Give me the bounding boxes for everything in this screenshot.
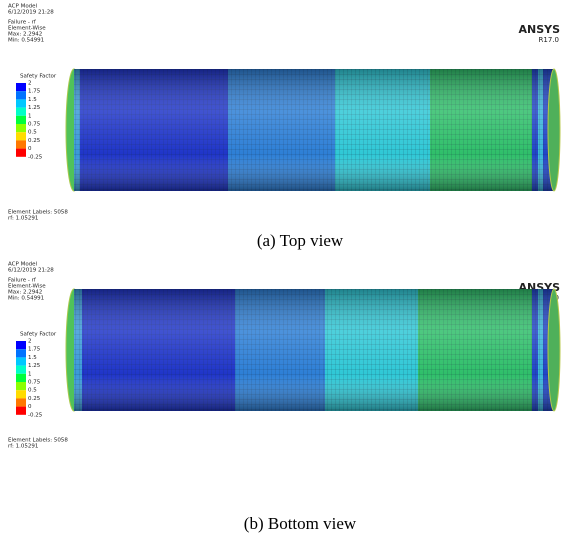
- legend-swatch: [16, 91, 26, 99]
- legend-label: -0.25: [28, 412, 43, 418]
- legend-label: 0.25: [28, 396, 41, 402]
- legend-swatch: [16, 382, 26, 390]
- legend-swatch: [16, 83, 26, 91]
- cylinder-end: [548, 289, 560, 411]
- legend-swatch: [16, 398, 26, 406]
- figure: ACP Model6/12/2019 21:28Failure - rfElem…: [0, 0, 584, 543]
- legend-title: Safety Factor: [20, 74, 57, 80]
- caption: (a) Top view: [257, 231, 344, 250]
- result-info: Min: 0.54991: [8, 296, 44, 302]
- legend-label: 1.75: [28, 89, 41, 95]
- legend-swatch: [16, 116, 26, 124]
- legend-swatch: [16, 108, 26, 116]
- result-info: Min: 0.54991: [8, 38, 44, 44]
- legend-label: 0: [28, 146, 32, 152]
- legend-swatch: [16, 349, 26, 357]
- legend-label: 1: [28, 113, 32, 119]
- legend-label: 0: [28, 404, 32, 410]
- ansys-logo: ANSYS: [518, 23, 560, 36]
- legend-swatch: [16, 124, 26, 132]
- model-info: 6/12/2019 21:28: [8, 268, 54, 274]
- legend-swatch: [16, 390, 26, 398]
- legend-swatch: [16, 140, 26, 148]
- legend-label: 0.5: [28, 130, 37, 136]
- legend-swatch: [16, 341, 26, 349]
- legend-label: 1.25: [28, 363, 41, 369]
- legend-label: 1: [28, 371, 32, 377]
- legend-label: 2: [28, 81, 32, 87]
- legend-swatch: [16, 99, 26, 107]
- legend-label: 1.25: [28, 105, 41, 111]
- shading: [74, 289, 554, 411]
- legend-label: 2: [28, 339, 32, 345]
- legend-swatch: [16, 132, 26, 140]
- legend-swatch: [16, 149, 26, 157]
- legend-swatch: [16, 407, 26, 415]
- footer-info: rf: 1.05291: [8, 216, 38, 222]
- legend-label: 0.25: [28, 138, 41, 144]
- legend-label: 0.75: [28, 122, 41, 128]
- shading: [74, 69, 554, 191]
- legend-label: 1.5: [28, 97, 37, 103]
- legend-title: Safety Factor: [20, 332, 57, 338]
- legend-label: 1.75: [28, 347, 41, 353]
- legend-swatch: [16, 366, 26, 374]
- legend-label: 0.5: [28, 388, 37, 394]
- legend-label: 0.75: [28, 380, 41, 386]
- model-info: 6/12/2019 21:28: [8, 10, 54, 16]
- cylinder-end: [548, 69, 560, 191]
- legend-swatch: [16, 374, 26, 382]
- legend-swatch: [16, 357, 26, 365]
- legend-label: -0.25: [28, 154, 43, 160]
- ansys-version: R17.0: [539, 36, 559, 44]
- footer-info: rf: 1.05291: [8, 444, 38, 450]
- legend-label: 1.5: [28, 355, 37, 361]
- caption: (b) Bottom view: [244, 514, 357, 533]
